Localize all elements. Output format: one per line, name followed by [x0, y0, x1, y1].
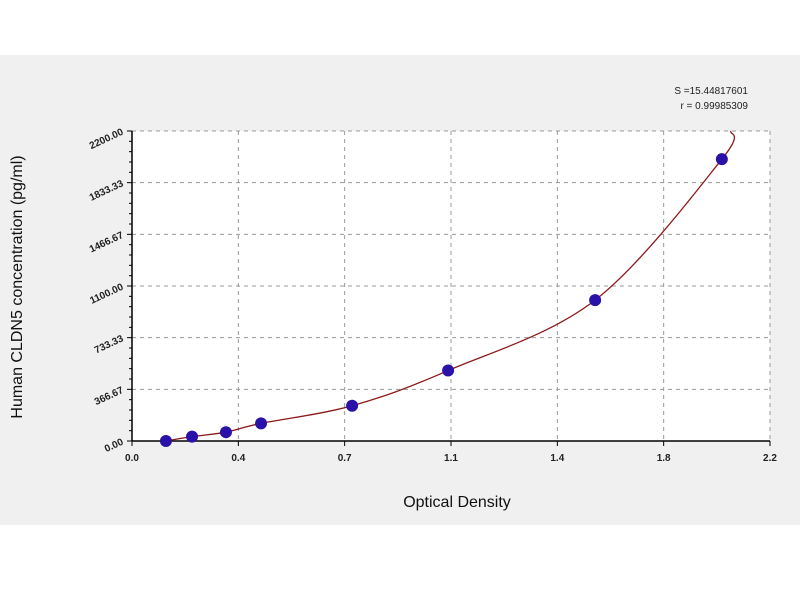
x-tick-label: 2.2: [763, 453, 777, 464]
data-point: [255, 417, 268, 430]
fit-curve: [165, 130, 735, 442]
x-tick-label: 0.4: [231, 453, 245, 464]
data-point: [589, 294, 602, 307]
x-tick-label: 1.4: [550, 453, 564, 464]
data-point: [715, 153, 728, 166]
x-tick-label: 1.1: [444, 453, 458, 464]
data-point: [186, 430, 199, 443]
data-point: [346, 399, 359, 412]
stat-r: r = 0.99985309: [680, 101, 748, 112]
data-point: [219, 426, 232, 439]
x-tick-label: 0.0: [125, 453, 139, 464]
x-tick-label: 1.8: [657, 453, 671, 464]
data-point: [159, 435, 172, 447]
x-axis-label: Optical Density: [403, 494, 511, 511]
stat-s: S =15.44817601: [674, 86, 748, 97]
x-tick-label: 0.7: [338, 453, 352, 464]
y-axis-label: Human CLDN5 concentration (pg/ml): [9, 155, 26, 418]
data-point: [442, 364, 455, 377]
